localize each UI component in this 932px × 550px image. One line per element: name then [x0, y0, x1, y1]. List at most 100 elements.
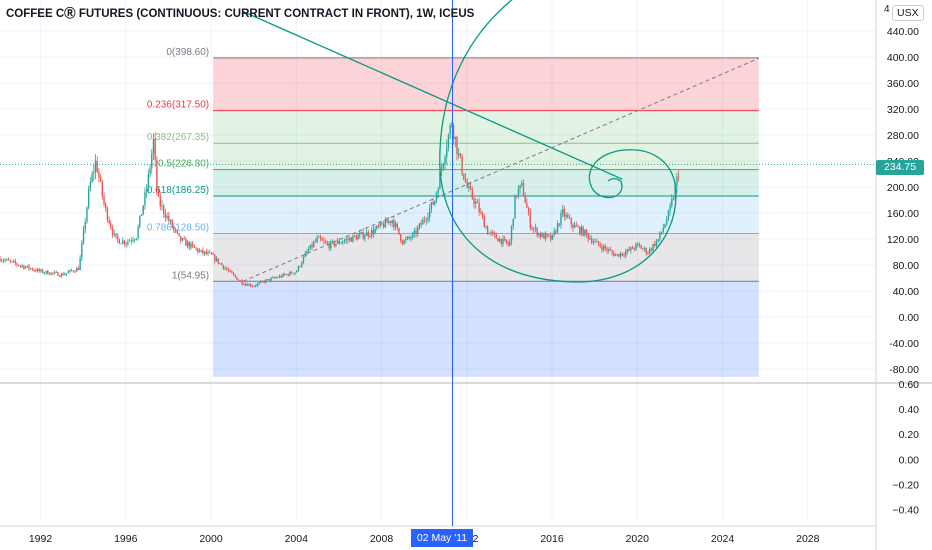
candle-body	[396, 223, 398, 228]
candle-body	[389, 221, 392, 224]
candle-body	[41, 269, 44, 273]
candle-body	[618, 253, 620, 257]
candle-body	[38, 269, 40, 272]
candle-body	[417, 227, 419, 234]
candle-body	[642, 248, 644, 250]
candle-body	[567, 215, 569, 218]
candle-body	[19, 265, 22, 267]
candle-body	[526, 202, 528, 208]
candle-body	[669, 205, 671, 211]
candle-body	[580, 227, 583, 234]
candle-body	[411, 233, 414, 238]
candle-body	[302, 256, 305, 263]
candle-body	[619, 253, 622, 257]
candle-body	[81, 243, 83, 258]
candle-body	[23, 265, 25, 269]
candle-body	[596, 240, 598, 242]
candle-body	[12, 261, 15, 262]
candle-body	[321, 239, 323, 241]
candle-body	[665, 219, 668, 225]
candle-body	[132, 240, 134, 242]
candle-body	[454, 136, 456, 139]
candle-body	[9, 260, 11, 262]
candle-body	[548, 235, 550, 236]
candle-body	[594, 241, 596, 242]
candle-body	[348, 237, 351, 240]
fib-level-label: 0.236(317.50)	[147, 100, 209, 111]
candle-body	[621, 253, 624, 255]
candle-body	[45, 270, 47, 273]
candle-body	[377, 225, 380, 227]
candle-body	[405, 238, 407, 241]
candle-body	[630, 247, 632, 251]
candle-body	[299, 266, 301, 267]
x-tick-label: 2004	[285, 533, 309, 545]
candle-body	[560, 213, 562, 225]
y-tick-label-lower: 0.00	[899, 454, 920, 466]
candle-body	[599, 244, 601, 247]
candle-body	[220, 263, 223, 266]
candle-body	[648, 248, 651, 254]
candle-body	[527, 207, 530, 213]
candle-body	[382, 224, 385, 228]
candle-body	[200, 249, 202, 251]
candle-body	[290, 271, 293, 274]
candle-body	[643, 248, 646, 249]
candle-body	[249, 284, 252, 287]
candle-body	[272, 277, 274, 279]
candle-body	[287, 274, 289, 276]
candle-body	[195, 247, 197, 249]
y-tick-label: 400.00	[887, 52, 919, 64]
candle-body	[258, 282, 260, 284]
candle-body	[323, 240, 325, 242]
candle-body	[350, 237, 352, 242]
currency-badge[interactable]: USX	[892, 5, 924, 21]
y-tick-label: 160.00	[887, 208, 919, 220]
candle-body	[563, 209, 566, 217]
candle-body	[265, 279, 267, 283]
candle-body	[110, 223, 112, 229]
candle-body	[456, 136, 458, 155]
candle-body	[585, 229, 588, 234]
candle-body	[466, 182, 468, 188]
candle-body	[297, 266, 300, 272]
fan-line	[242, 10, 623, 180]
candle-body	[589, 238, 591, 240]
candle-body	[428, 208, 431, 218]
fib-level-label: 0.786(128.50)	[147, 222, 209, 233]
fib-zone	[213, 110, 759, 144]
candle-body	[413, 230, 416, 234]
candle-body	[193, 245, 196, 248]
fib-zone	[213, 169, 759, 196]
candle-body	[55, 272, 57, 273]
fib-zone-extension	[213, 281, 759, 377]
candle-body	[637, 243, 639, 245]
candle-body	[406, 236, 409, 239]
candle-body	[379, 222, 381, 227]
candle-body	[613, 252, 615, 256]
candle-body	[103, 195, 105, 205]
chart-drawings[interactable]	[0, 0, 876, 526]
candle-body	[130, 240, 132, 242]
candle-body	[584, 229, 586, 236]
candle-body	[159, 196, 161, 207]
candle-body	[674, 185, 676, 199]
candle-body	[616, 253, 618, 255]
candle-body	[171, 220, 173, 228]
candle-body	[676, 176, 678, 186]
candle-body	[471, 189, 474, 199]
candle-body	[497, 238, 499, 242]
candle-body	[231, 270, 233, 274]
candle-body	[338, 240, 341, 244]
candle-body	[427, 217, 429, 220]
candle-body	[236, 276, 238, 280]
candle-body	[309, 244, 312, 250]
candle-body	[74, 271, 76, 273]
candle-body	[645, 248, 647, 254]
candle-body	[86, 207, 88, 222]
candle-body	[422, 219, 424, 225]
candle-body	[628, 249, 630, 251]
candle-body	[623, 254, 625, 256]
candle-body	[145, 189, 148, 193]
